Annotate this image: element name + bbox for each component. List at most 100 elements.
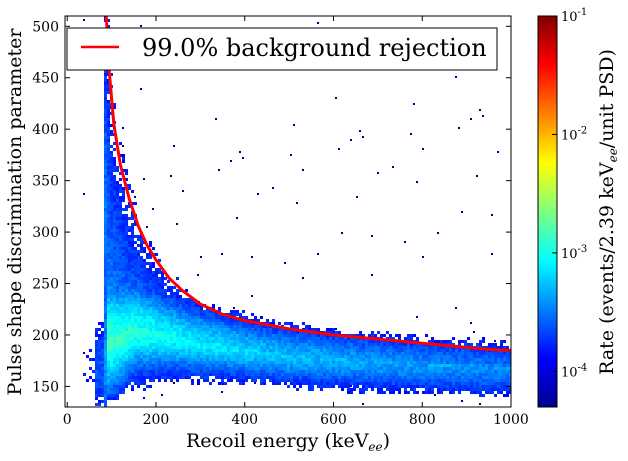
heatmap-cell <box>401 364 404 367</box>
heatmap-cell <box>251 364 254 367</box>
heatmap-cell <box>251 373 254 376</box>
heatmap-cell <box>113 241 116 244</box>
heatmap-cell <box>437 370 440 373</box>
heatmap-cell <box>116 364 119 367</box>
heatmap-cell <box>116 214 119 217</box>
heatmap-cell <box>161 283 164 286</box>
heatmap-cell <box>221 325 224 328</box>
heatmap-cell <box>110 241 113 244</box>
heatmap-cell <box>206 322 209 325</box>
heatmap-cell <box>209 343 212 346</box>
heatmap-cell <box>113 346 116 349</box>
heatmap-cell <box>485 352 488 355</box>
heatmap-cell <box>425 382 428 385</box>
heatmap-cell <box>275 379 278 382</box>
heatmap-cell <box>119 376 122 379</box>
heatmap-cell <box>140 352 143 355</box>
heatmap-cell <box>158 361 161 364</box>
heatmap-cell <box>413 103 415 105</box>
heatmap-cell <box>146 313 149 316</box>
heatmap-cell <box>107 85 110 88</box>
heatmap-cell <box>191 382 194 385</box>
heatmap-cell <box>341 379 344 382</box>
heatmap-cell <box>140 25 142 27</box>
heatmap-cell <box>257 193 259 195</box>
heatmap-cell <box>110 172 113 175</box>
heatmap-cell <box>146 283 149 286</box>
heatmap-cell <box>110 247 113 250</box>
heatmap-cell <box>218 319 221 322</box>
heatmap-cell <box>161 316 164 319</box>
heatmap-cell <box>236 325 239 328</box>
heatmap-cell <box>110 283 113 286</box>
heatmap-cell <box>113 370 116 373</box>
heatmap-cell <box>398 388 401 391</box>
heatmap-cell <box>104 76 107 79</box>
heatmap-cell <box>257 355 260 358</box>
heatmap-cell <box>128 316 131 319</box>
heatmap-cell <box>119 313 122 316</box>
heatmap-cell <box>368 358 371 361</box>
heatmap-cell <box>434 349 437 352</box>
heatmap-cell <box>152 331 155 334</box>
heatmap-cell <box>335 355 338 358</box>
heatmap-cell <box>500 343 503 346</box>
heatmap-cell <box>410 343 413 346</box>
heatmap-cell <box>332 376 335 379</box>
heatmap-cell <box>125 178 128 181</box>
heatmap-cell <box>359 340 362 343</box>
heatmap-cell <box>443 370 446 373</box>
heatmap-cell <box>218 328 221 331</box>
heatmap-cell <box>98 367 101 370</box>
heatmap-cell <box>437 232 439 234</box>
heatmap-cell <box>311 388 314 391</box>
heatmap-cell <box>500 346 503 349</box>
heatmap-cell <box>362 334 365 337</box>
heatmap-cell <box>143 313 146 316</box>
heatmap-cell <box>239 331 242 334</box>
heatmap-cell <box>410 349 413 352</box>
heatmap-cell <box>113 340 116 343</box>
heatmap-cell <box>173 328 176 331</box>
heatmap-cell <box>263 328 266 331</box>
heatmap-cell <box>308 367 311 370</box>
heatmap-cell <box>284 262 286 264</box>
heatmap-cell <box>110 388 113 391</box>
heatmap-cell <box>164 355 167 358</box>
heatmap-cell <box>248 367 251 370</box>
heatmap-cell <box>164 331 167 334</box>
heatmap-cell <box>95 355 98 358</box>
heatmap-cell <box>485 361 488 364</box>
heatmap-cell <box>257 361 260 364</box>
heatmap-cell <box>299 358 302 361</box>
heatmap-cell <box>170 298 173 301</box>
heatmap-cell <box>125 376 128 379</box>
heatmap-cell <box>440 370 443 373</box>
heatmap-cell <box>179 373 182 376</box>
heatmap-cell <box>482 394 485 397</box>
heatmap-cell <box>374 361 377 364</box>
heatmap-cell <box>116 241 119 244</box>
heatmap-cell <box>401 358 404 361</box>
heatmap-cell <box>155 313 158 316</box>
heatmap-cell <box>386 349 389 352</box>
heatmap-cell <box>137 271 140 274</box>
heatmap-cell <box>215 319 218 322</box>
heatmap-cell <box>500 340 503 343</box>
heatmap-cell <box>134 340 137 343</box>
x-tick-label: 400 <box>231 412 258 428</box>
heatmap-cell <box>329 379 332 382</box>
heatmap-cell <box>137 325 140 328</box>
heatmap-cell <box>401 355 404 358</box>
heatmap-cell <box>128 259 131 262</box>
heatmap-cell <box>128 313 131 316</box>
heatmap-cell <box>401 349 404 352</box>
heatmap-cell <box>191 313 194 316</box>
heatmap-cell <box>206 316 209 319</box>
heatmap-cell <box>116 388 119 391</box>
heatmap-cell <box>104 118 107 121</box>
heatmap-cell <box>314 373 317 376</box>
heatmap-cell <box>488 391 491 394</box>
heatmap-cell <box>143 259 146 262</box>
heatmap-cell <box>233 310 236 313</box>
